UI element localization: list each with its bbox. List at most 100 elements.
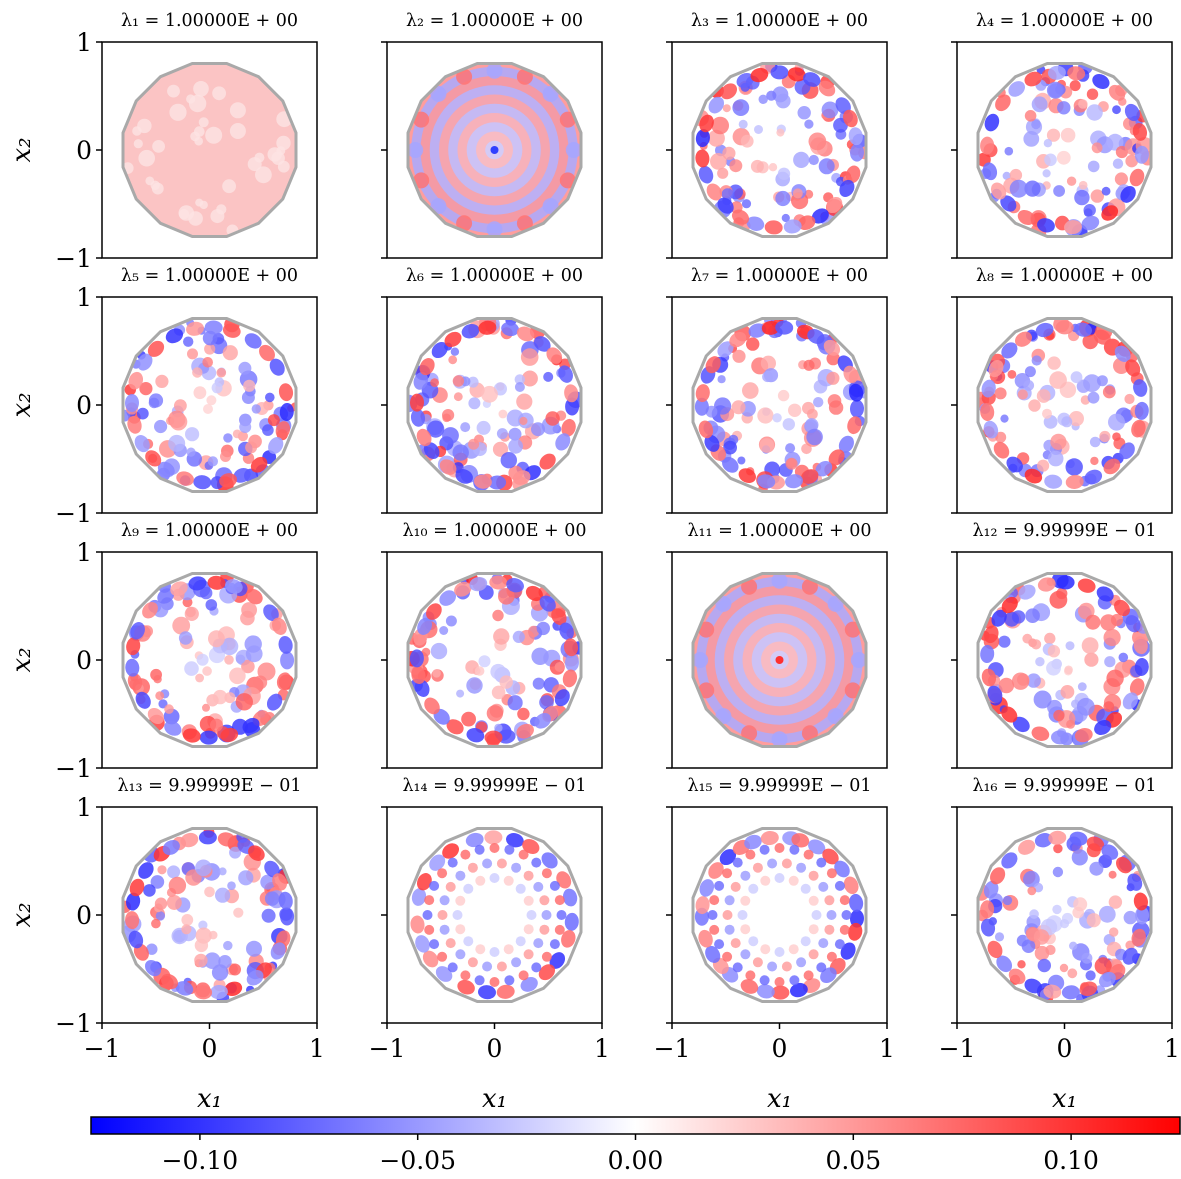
colorbar-tick-label: −0.05 xyxy=(379,1146,456,1175)
field-cell xyxy=(998,635,1011,648)
field-cell xyxy=(543,371,554,382)
field-cell xyxy=(460,422,471,433)
field-cell xyxy=(1017,389,1028,400)
field-lobe xyxy=(761,320,780,335)
colorbar-tick-label: 0.00 xyxy=(608,1146,664,1175)
field-cell xyxy=(1086,88,1099,100)
field-cell xyxy=(759,844,770,855)
field-lobe xyxy=(1108,84,1126,101)
field-lobe xyxy=(1051,730,1069,745)
field-cell xyxy=(207,456,218,467)
field-lobe xyxy=(564,912,579,931)
field-lobe xyxy=(1074,727,1093,743)
eigenfunction-field xyxy=(978,63,1151,237)
field-cell xyxy=(772,413,782,423)
field-lobe xyxy=(1133,379,1148,397)
field-cell xyxy=(1047,450,1064,467)
eigenfunction-field xyxy=(408,573,581,747)
field-cell xyxy=(1061,416,1073,428)
field-lobe xyxy=(717,341,734,358)
field-cell xyxy=(499,675,513,689)
field-cell xyxy=(492,609,504,622)
field-lobe xyxy=(512,470,531,485)
field-cell xyxy=(1085,614,1101,630)
field-cell xyxy=(212,689,228,705)
field-cell xyxy=(508,438,523,454)
field-cell xyxy=(1023,870,1040,888)
field-lobe xyxy=(991,609,1007,627)
panel-5: −1 0 1 x₂ λ₅ = 1.00000E + 00 xyxy=(7,266,318,528)
field-lobe xyxy=(278,635,293,654)
field-lobe xyxy=(704,434,720,452)
field-lobe xyxy=(561,929,576,948)
field-cell xyxy=(245,645,263,663)
panel-13: −1 0 1 −1 0 1 x₁ x₂ λ₁₃ = 9.99999E − 01 xyxy=(7,776,325,1114)
field-lobe xyxy=(1077,578,1096,593)
field-cell xyxy=(516,68,533,85)
field-lobe xyxy=(1001,342,1018,359)
field-lobe xyxy=(410,915,425,934)
field-cell xyxy=(1081,952,1093,964)
field-cell xyxy=(235,693,253,711)
field-lobe xyxy=(124,394,140,412)
field-lobe xyxy=(488,475,507,490)
field-lobe xyxy=(250,456,268,473)
field-cell xyxy=(801,725,818,742)
field-lobe xyxy=(1043,984,1062,999)
field-cell xyxy=(811,910,822,920)
field-cell xyxy=(1031,96,1048,113)
field-lobe xyxy=(984,113,1000,132)
panel-title: λ₁₂ = 9.99999E − 01 xyxy=(972,521,1156,541)
field-cell xyxy=(531,422,545,437)
field-lobe xyxy=(478,985,496,1000)
field-cell xyxy=(740,924,751,935)
field-cell xyxy=(759,975,770,986)
field-lobe xyxy=(770,65,789,80)
field-cell xyxy=(767,961,778,972)
field-lobe xyxy=(1074,322,1092,337)
field-cell xyxy=(183,336,194,347)
field-cell xyxy=(504,975,515,986)
field-lobe xyxy=(1131,419,1146,438)
field-lobe xyxy=(461,323,480,339)
field-lobe xyxy=(455,469,473,484)
field-cell xyxy=(194,136,203,146)
field-cell xyxy=(1060,685,1075,699)
field-cell xyxy=(486,705,504,722)
field-cell xyxy=(714,880,725,891)
field-cell xyxy=(489,977,500,987)
field-lobe xyxy=(520,976,538,992)
field-lobe xyxy=(551,608,567,626)
field-cell xyxy=(1059,963,1069,973)
field-cell xyxy=(254,152,265,163)
field-cell xyxy=(758,94,768,105)
field-lobe xyxy=(983,420,999,439)
field-cell xyxy=(1017,960,1026,969)
field-cell xyxy=(489,947,500,957)
field-lobe xyxy=(506,833,524,848)
field-lobe xyxy=(744,834,762,850)
field-lobe xyxy=(160,973,179,990)
field-lobe xyxy=(431,341,448,359)
field-cell xyxy=(775,190,791,207)
field-lobe xyxy=(465,832,484,848)
field-cell xyxy=(732,349,746,363)
field-cell xyxy=(447,857,458,868)
field-lobe xyxy=(706,183,722,201)
field-cell xyxy=(824,895,835,906)
field-cell xyxy=(519,416,528,426)
field-cell xyxy=(1083,204,1096,217)
field-lobe xyxy=(980,900,995,919)
field-cell xyxy=(424,924,435,935)
field-cell xyxy=(549,939,560,950)
field-lobe xyxy=(439,590,457,606)
field-lobe xyxy=(818,80,836,97)
field-lobe xyxy=(843,109,858,128)
domain-outline xyxy=(976,317,1153,493)
field-cell xyxy=(1007,370,1017,379)
field-cell xyxy=(1025,608,1040,623)
field-lobe xyxy=(409,649,424,668)
field-cell xyxy=(717,167,729,179)
panel-title: λ₁₃ = 9.99999E − 01 xyxy=(117,776,301,796)
colorbar-tick-label: 0.10 xyxy=(1043,1146,1099,1175)
